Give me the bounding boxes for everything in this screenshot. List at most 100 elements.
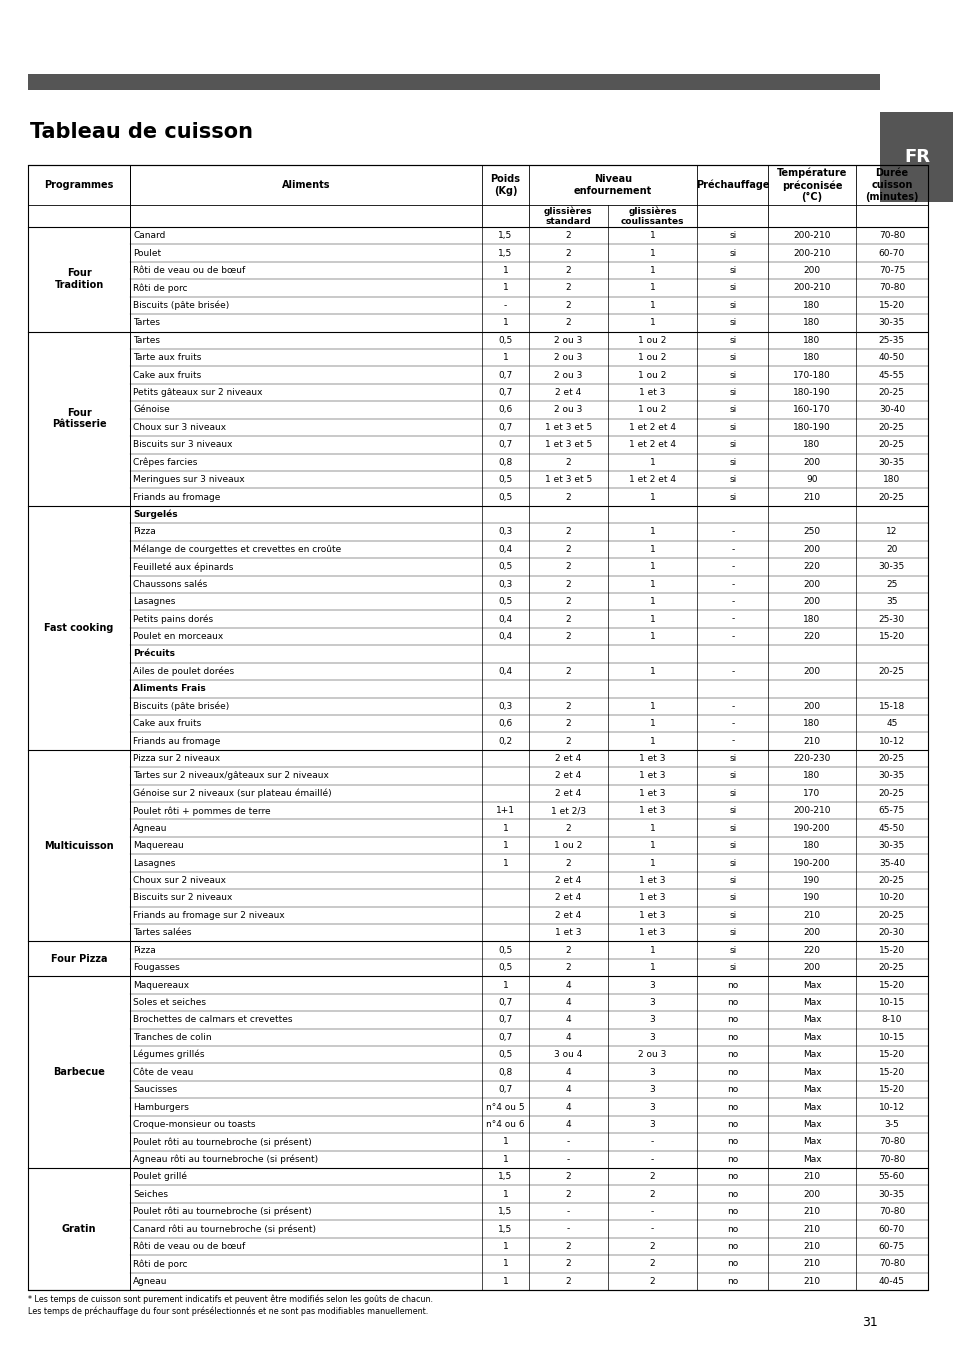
Text: 1 et 3 et 5: 1 et 3 et 5 [544, 423, 592, 432]
Text: 180: 180 [802, 614, 820, 624]
Text: * Les temps de cuisson sont purement indicatifs et peuvent être modifiés selon l: * Les temps de cuisson sont purement ind… [28, 1295, 433, 1315]
Text: 180-190: 180-190 [792, 387, 830, 397]
Text: Crêpes farcies: Crêpes farcies [133, 458, 197, 467]
Text: Tarte aux fruits: Tarte aux fruits [133, 354, 201, 362]
Text: n°4 ou 6: n°4 ou 6 [486, 1120, 524, 1129]
Text: 170-180: 170-180 [792, 371, 830, 379]
Text: 45-55: 45-55 [878, 371, 904, 379]
Text: 2: 2 [565, 319, 571, 327]
Text: 2: 2 [565, 597, 571, 606]
Text: 220: 220 [802, 563, 820, 571]
Text: 25: 25 [885, 579, 897, 589]
Text: Tranches de colin: Tranches de colin [133, 1033, 212, 1042]
Text: 1: 1 [502, 319, 508, 327]
Text: 0,8: 0,8 [497, 1068, 512, 1077]
Text: -: - [566, 1154, 569, 1164]
Text: 210: 210 [802, 1242, 820, 1251]
Text: 2: 2 [565, 720, 571, 728]
Text: Meringues sur 3 niveaux: Meringues sur 3 niveaux [133, 475, 245, 485]
Text: 2: 2 [565, 248, 571, 258]
Text: 55-60: 55-60 [878, 1172, 904, 1181]
Text: 70-80: 70-80 [878, 1207, 904, 1216]
Text: 2: 2 [649, 1260, 655, 1269]
Text: glissières
coulissantes: glissières coulissantes [620, 207, 683, 225]
Text: 1: 1 [502, 1277, 508, 1285]
Text: 200: 200 [802, 667, 820, 676]
Text: 15-18: 15-18 [878, 702, 904, 710]
Text: 70-80: 70-80 [878, 1260, 904, 1269]
Text: Petits gâteaux sur 2 niveaux: Petits gâteaux sur 2 niveaux [133, 387, 262, 397]
Text: 1 et 3 et 5: 1 et 3 et 5 [544, 475, 592, 485]
Text: -: - [731, 597, 734, 606]
Text: Programmes: Programmes [45, 180, 113, 190]
Text: Génoise sur 2 niveaux (sur plateau émaillé): Génoise sur 2 niveaux (sur plateau émail… [133, 788, 332, 798]
Text: Canard rôti au tournebroche (si présent): Canard rôti au tournebroche (si présent) [133, 1224, 315, 1234]
Text: 45-50: 45-50 [878, 824, 904, 833]
Text: Mélange de courgettes et crevettes en croûte: Mélange de courgettes et crevettes en cr… [133, 544, 341, 554]
Text: 190: 190 [802, 894, 820, 902]
Text: 200: 200 [802, 458, 820, 467]
Text: 1: 1 [649, 231, 655, 240]
Text: 0,2: 0,2 [497, 737, 512, 745]
Text: si: si [728, 806, 736, 815]
Text: 1: 1 [649, 963, 655, 972]
Text: 2 et 4: 2 et 4 [555, 876, 581, 886]
Text: 10-15: 10-15 [878, 1033, 904, 1042]
Text: 1,5: 1,5 [497, 1207, 512, 1216]
Text: 210: 210 [802, 1224, 820, 1234]
Text: 4: 4 [565, 1033, 571, 1042]
Text: 2 ou 3: 2 ou 3 [554, 354, 582, 362]
Text: 210: 210 [802, 493, 820, 502]
Text: 1 et 3 et 5: 1 et 3 et 5 [544, 440, 592, 450]
Text: no: no [726, 1189, 738, 1199]
Text: Max: Max [801, 998, 821, 1007]
Text: -: - [731, 720, 734, 728]
Text: 1: 1 [502, 841, 508, 850]
Text: 0,3: 0,3 [497, 579, 512, 589]
Text: 1: 1 [649, 824, 655, 833]
Text: 30-35: 30-35 [878, 563, 904, 571]
Text: 0,5: 0,5 [497, 563, 512, 571]
Text: no: no [726, 1103, 738, 1111]
Text: si: si [728, 755, 736, 763]
Text: 1: 1 [649, 266, 655, 275]
Text: 10-12: 10-12 [878, 737, 904, 745]
Text: 15-20: 15-20 [878, 1068, 904, 1077]
Text: 1: 1 [502, 284, 508, 293]
Text: 1 et 3: 1 et 3 [555, 929, 581, 937]
Text: 0,4: 0,4 [497, 667, 512, 676]
Text: 2: 2 [649, 1242, 655, 1251]
Text: 1: 1 [649, 841, 655, 850]
Text: Aliments Frais: Aliments Frais [133, 684, 206, 694]
Text: -: - [731, 737, 734, 745]
Text: Durée
cuisson
(minutes): Durée cuisson (minutes) [864, 169, 918, 201]
Text: si: si [728, 248, 736, 258]
Text: 0,3: 0,3 [497, 702, 512, 710]
Text: 1 et 2 et 4: 1 et 2 et 4 [628, 440, 676, 450]
Text: 3: 3 [649, 1015, 655, 1025]
Text: no: no [726, 1242, 738, 1251]
Text: 1: 1 [502, 1260, 508, 1269]
Text: Lasagnes: Lasagnes [133, 859, 175, 868]
Text: -: - [731, 563, 734, 571]
Text: 2 ou 3: 2 ou 3 [554, 336, 582, 344]
Text: Pizza sur 2 niveaux: Pizza sur 2 niveaux [133, 755, 220, 763]
Text: no: no [726, 1172, 738, 1181]
Text: 2: 2 [649, 1189, 655, 1199]
Text: 0,5: 0,5 [497, 963, 512, 972]
Text: si: si [728, 876, 736, 886]
Text: Max: Max [801, 1120, 821, 1129]
Text: Barbecue: Barbecue [53, 1066, 105, 1077]
Text: 0,7: 0,7 [497, 440, 512, 450]
Text: 220: 220 [802, 632, 820, 641]
Text: 1,5: 1,5 [497, 231, 512, 240]
Text: 2: 2 [565, 1277, 571, 1285]
Text: 1 et 2/3: 1 et 2/3 [550, 806, 585, 815]
Text: no: no [726, 1120, 738, 1129]
Text: 30-35: 30-35 [878, 458, 904, 467]
Text: Poulet rôti + pommes de terre: Poulet rôti + pommes de terre [133, 806, 271, 815]
Text: 220-230: 220-230 [793, 755, 830, 763]
Text: Biscuits (pâte brisée): Biscuits (pâte brisée) [133, 702, 230, 711]
Text: 2: 2 [565, 963, 571, 972]
Text: 1 et 3: 1 et 3 [639, 806, 665, 815]
